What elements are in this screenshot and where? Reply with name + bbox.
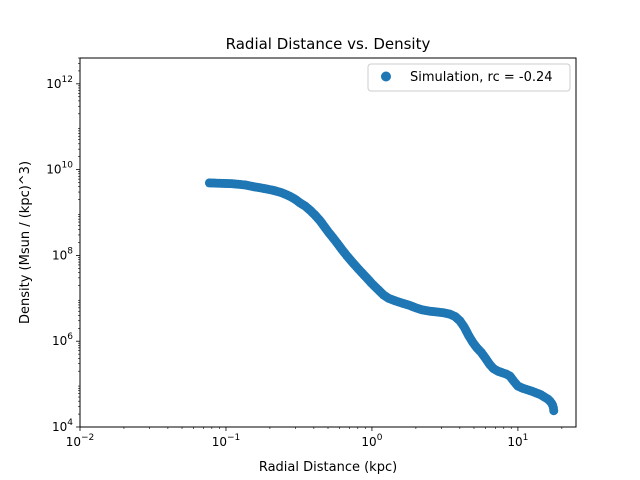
x-tick-base: 10 [361, 435, 376, 449]
y-tick-label: 106 [52, 332, 73, 348]
x-tick-base: 10 [212, 435, 227, 449]
scatter-points [204, 178, 559, 416]
chart-title: Radial Distance vs. Density [226, 35, 431, 53]
x-tick-exponent: −2 [81, 433, 94, 443]
y-tick-base: 10 [46, 163, 61, 177]
x-tick-label: 100 [361, 433, 382, 449]
x-tick-base: 10 [507, 435, 522, 449]
x-tick-label: 10−2 [66, 433, 95, 449]
y-axis-label: Density (Msun / (kpc)^3) [18, 161, 33, 324]
y-tick-label: 1012 [46, 75, 73, 91]
x-tick-label: 101 [507, 433, 528, 449]
y-tick-base: 10 [46, 77, 61, 91]
y-tick-base: 10 [52, 420, 67, 434]
y-tick-label: 104 [52, 418, 73, 434]
x-tick-exponent: −1 [227, 433, 240, 443]
legend-box [367, 63, 571, 92]
x-tick-label: 10−1 [212, 433, 241, 449]
x-tick-base: 10 [66, 435, 81, 449]
y-tick-label: 108 [52, 246, 73, 262]
y-tick-exponent: 10 [62, 161, 74, 171]
legend-label: Simulation, rc = -0.24 [410, 70, 553, 85]
x-axis-label: Radial Distance (kpc) [259, 460, 397, 475]
x-tick-exponent: 0 [377, 433, 383, 443]
legend: Simulation, rc = -0.24 [367, 63, 571, 92]
data-point [549, 406, 559, 416]
y-tick-base: 10 [52, 248, 67, 262]
legend-marker [381, 71, 391, 82]
y-tick-exponent: 8 [67, 246, 73, 256]
y-tick-exponent: 6 [67, 332, 73, 342]
y-tick-exponent: 4 [67, 418, 73, 428]
x-tick-exponent: 1 [523, 433, 529, 443]
y-tick-label: 1010 [46, 161, 73, 177]
y-tick-base: 10 [52, 334, 67, 348]
x-axis: 10−2 10−1 100 101 [66, 427, 563, 449]
y-tick-exponent: 12 [62, 75, 73, 85]
